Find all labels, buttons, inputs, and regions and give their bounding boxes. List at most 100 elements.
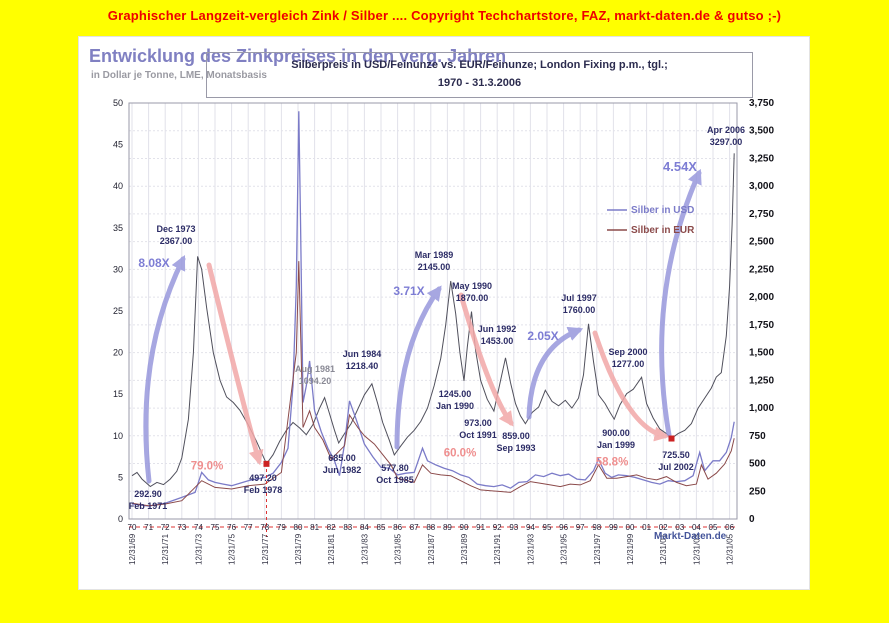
- price-point-label: 577.80 Oct 1985: [376, 463, 414, 485]
- price-point-label: Jun 1984 1218.40: [343, 349, 382, 371]
- left-axis-tick: 0: [118, 514, 123, 524]
- year-axis-tick: 82: [327, 523, 336, 532]
- date-axis-tick: 12/31/77: [261, 533, 270, 565]
- year-axis-tick: 00: [626, 523, 635, 532]
- year-axis-tick: 77: [244, 523, 253, 532]
- year-axis-tick: 06: [725, 523, 734, 532]
- page-title: Graphischer Langzeit-vergleich Zink / Si…: [107, 8, 782, 23]
- right-axis-tick: 2,000: [749, 292, 774, 303]
- year-axis-tick: 71: [144, 523, 153, 532]
- date-axis-tick: 12/31/89: [460, 533, 469, 565]
- date-axis-tick: 12/31/93: [526, 533, 535, 565]
- year-axis-tick: 75: [211, 523, 220, 532]
- left-axis-tick: 15: [113, 389, 123, 399]
- low-marker: [668, 435, 675, 442]
- date-axis-tick: 12/31/81: [327, 533, 336, 565]
- year-axis-tick: 96: [559, 523, 568, 532]
- decline-arrow: [592, 330, 670, 442]
- date-axis-tick: 12/31/91: [493, 533, 502, 565]
- right-axis-tick: 1,500: [749, 348, 774, 359]
- right-axis-tick: 250: [749, 486, 766, 497]
- rise-multiple-label: 2.05X: [527, 329, 558, 343]
- red-dashed-lines: [129, 469, 737, 537]
- price-point-label: May 1990 1870.00: [452, 281, 492, 303]
- low-markers: [263, 435, 675, 467]
- year-axis-tick: 78: [260, 523, 269, 532]
- year-axis-tick: 98: [592, 523, 601, 532]
- left-axis-tick: 25: [113, 306, 123, 316]
- right-axis-tick: 0: [749, 514, 755, 525]
- price-point-label: Dec 1973 2367.00: [156, 224, 195, 246]
- date-axis-tick: 12/31/71: [161, 533, 170, 565]
- decline-percent-label: 60.0%: [444, 448, 477, 460]
- year-axis-tick: 01: [642, 523, 651, 532]
- year-axis-tick: 92: [493, 523, 502, 532]
- watermark: Markt-Daten.de: [654, 531, 727, 542]
- price-point-label: 725.50 Jul 2002: [658, 450, 694, 472]
- right-axis-tick: 1,250: [749, 375, 774, 386]
- price-point-label: 859.00 Sep 1993: [496, 431, 535, 453]
- price-point-label: Apr 2006 3297.00: [707, 125, 745, 147]
- date-axis-tick: 12/31/03: [692, 533, 701, 565]
- left-axis-tick: 50: [113, 98, 123, 108]
- price-point-label: 900.00 Jan 1999: [597, 428, 635, 450]
- silver-chart-title-box: Silberpreis in USD/Feinunze vs. EUR/Fein…: [206, 52, 753, 98]
- chart-series: [131, 111, 735, 507]
- right-axis-tick: 1,750: [749, 320, 774, 331]
- year-axis-tick: 81: [310, 523, 319, 532]
- year-axis-tick: 86: [393, 523, 402, 532]
- year-axis-tick: 04: [692, 523, 701, 532]
- price-point-label: Jul 1997 1760.00: [561, 293, 597, 315]
- right-axis-tick: 3,000: [749, 181, 774, 192]
- year-axis-tick: 94: [526, 523, 535, 532]
- rise-multiple-label: 4.54X: [663, 159, 697, 174]
- left-axis-tick: 5: [118, 472, 123, 482]
- legend-label: Silber in EUR: [631, 225, 695, 236]
- year-axis-tick: 76: [227, 523, 236, 532]
- date-axis-tick: 12/31/87: [427, 533, 436, 565]
- date-axis-tick: 12/31/05: [726, 533, 735, 565]
- right-axis-tick: 2,750: [749, 209, 774, 220]
- right-axis-tick: 2,500: [749, 237, 774, 248]
- price-point-label: Aug 1981 1094.20: [295, 364, 335, 386]
- chart-annotations: Dec 1973 2367.00 8.08X Mar 1989 2145.00 3.71X…: [129, 125, 745, 511]
- year-axis-tick: 03: [675, 523, 684, 532]
- left-axis-tick: 35: [113, 223, 123, 233]
- chart-panel: Entwicklung des Zinkpreises in den verg.…: [78, 36, 810, 590]
- silver-usd-line: [131, 111, 735, 507]
- low-marker: [263, 460, 270, 467]
- axis-labels: 0510152025303540455002505007501,0001,250…: [113, 98, 774, 565]
- date-axis-tick: 12/31/69: [128, 533, 137, 565]
- left-axis-tick: 30: [113, 264, 123, 274]
- year-axis-tick: 99: [609, 523, 618, 532]
- silver-eur-line: [131, 261, 735, 507]
- date-axis-tick: 12/31/99: [626, 533, 635, 565]
- price-point-label: Mar 1989 2145.00: [415, 250, 454, 272]
- year-axis-tick: 85: [377, 523, 386, 532]
- price-point-label: 292.90 Feb 1971: [129, 489, 168, 511]
- right-axis-tick: 3,500: [749, 126, 774, 137]
- year-axis-tick: 89: [443, 523, 452, 532]
- year-axis-tick: 02: [659, 523, 668, 532]
- year-axis-tick: 87: [410, 523, 419, 532]
- silver-chart-title: Silberpreis in USD/Feinunze vs. EUR/Fein…: [291, 59, 668, 72]
- left-axis-tick: 40: [113, 181, 123, 191]
- date-axis-tick: 12/31/79: [294, 533, 303, 565]
- decline-arrow: [206, 262, 264, 466]
- right-axis-tick: 750: [749, 431, 766, 442]
- right-axis-tick: 500: [749, 459, 766, 470]
- year-axis-tick: 84: [360, 523, 369, 532]
- year-axis-tick: 83: [343, 523, 352, 532]
- watermark-markt-daten: Markt-Daten.de: [654, 531, 727, 542]
- date-axis-tick: 12/31/75: [228, 533, 237, 565]
- year-axis-tick: 93: [509, 523, 518, 532]
- decline-percent-label: 58.8%: [596, 457, 629, 469]
- rise-multiple-label: 3.71X: [393, 284, 424, 298]
- date-axis-tick: 12/31/83: [360, 533, 369, 565]
- zinc-chart-subtitle: in Dollar je Tonne, LME, Monatsbasis: [91, 70, 267, 81]
- price-point-label: Jun 1992 1453.00: [478, 324, 517, 346]
- year-axis-tick: 05: [709, 523, 718, 532]
- silver-chart-period: 1970 - 31.3.2006: [437, 77, 522, 89]
- zinc-usd-line: [131, 153, 735, 488]
- price-point-label: 497.20 Feb 1978: [244, 473, 283, 495]
